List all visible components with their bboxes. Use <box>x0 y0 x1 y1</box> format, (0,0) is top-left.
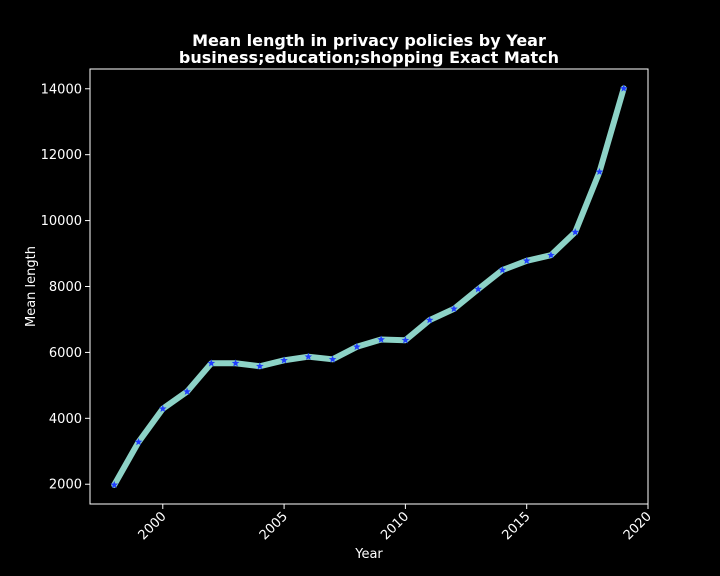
data-point-marker <box>353 342 361 351</box>
y-axis-label: Mean length <box>24 246 39 327</box>
x-axis-label: Year <box>354 547 383 562</box>
data-point-marker <box>207 359 216 367</box>
data-point-marker <box>547 251 555 259</box>
y-tick-label: 4000 <box>49 412 82 427</box>
data-point-marker <box>134 438 143 446</box>
y-tick-label: 14000 <box>41 82 82 97</box>
y-tick-label: 8000 <box>49 280 82 295</box>
data-point-marker <box>183 387 191 395</box>
data-point-marker <box>304 352 313 360</box>
data-point-marker <box>377 335 385 343</box>
data-point-marker <box>110 480 119 489</box>
data-point-marker <box>474 285 482 293</box>
y-tick-label: 12000 <box>41 148 82 163</box>
data-point-marker <box>328 355 337 363</box>
data-point-marker <box>280 356 288 364</box>
data-point-marker <box>256 362 264 370</box>
markers-layer <box>110 84 628 489</box>
chart-title: Mean length in privacy policies by Year <box>192 31 546 50</box>
data-point-marker <box>158 404 167 412</box>
data-point-marker <box>401 336 410 344</box>
chart-subtitle: business;education;shopping Exact Match <box>179 48 559 67</box>
y-tick-label: 2000 <box>49 478 82 493</box>
data-point-marker <box>571 228 580 236</box>
y-tick-label: 10000 <box>41 214 82 229</box>
data-point-marker <box>595 167 604 176</box>
data-point-marker <box>619 84 628 92</box>
series-layer <box>111 85 627 488</box>
y-tick-label: 6000 <box>49 346 82 361</box>
data-point-marker <box>498 266 507 274</box>
data-point-marker <box>450 304 458 313</box>
data-point-marker <box>522 256 531 265</box>
series-line <box>111 85 627 488</box>
data-point-marker <box>231 359 240 367</box>
data-point-marker <box>425 316 434 324</box>
